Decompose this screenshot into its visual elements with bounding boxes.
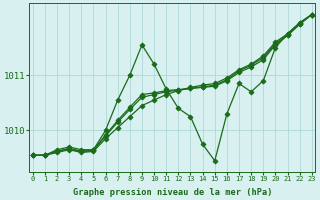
X-axis label: Graphe pression niveau de la mer (hPa): Graphe pression niveau de la mer (hPa)	[73, 188, 272, 197]
